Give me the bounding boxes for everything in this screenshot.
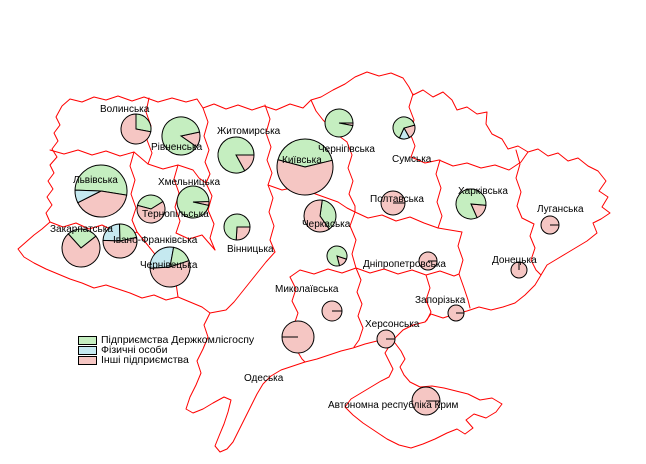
pie-vinnytska[interactable] bbox=[223, 213, 251, 241]
oblast-borders bbox=[17, 71, 611, 453]
region-labels: ВолинськаРівненськаЖитомирськаКиївськаЧе… bbox=[50, 104, 584, 411]
pie-slice-other bbox=[235, 226, 251, 241]
pie-odeska[interactable] bbox=[281, 320, 315, 354]
pie-slice-state bbox=[161, 116, 201, 156]
pie-charts bbox=[61, 108, 560, 416]
pie-donetska[interactable] bbox=[510, 261, 528, 279]
region-label-rivnenska: Рівненська bbox=[151, 142, 203, 153]
pie-slice-state bbox=[326, 245, 348, 267]
pie-khmelnytska[interactable] bbox=[176, 185, 210, 219]
pie-slice-state bbox=[455, 188, 487, 220]
legend-label-other: Інші підприємства bbox=[101, 354, 189, 366]
region-label-zhytomyrska: Житомирська bbox=[217, 126, 281, 137]
pie-volynska[interactable] bbox=[120, 113, 152, 145]
region-label-zakarpatska: Закарпатська bbox=[50, 224, 113, 235]
region-label-kyivska: Київська bbox=[282, 155, 322, 166]
pie-slice-state bbox=[176, 185, 210, 219]
legend-swatch-other bbox=[78, 356, 97, 365]
pie-rivnenska[interactable] bbox=[161, 116, 201, 156]
pie-khersonska[interactable] bbox=[376, 329, 396, 349]
pie-slice-state bbox=[277, 138, 333, 168]
pie-zakarpatska[interactable] bbox=[61, 228, 101, 268]
region-label-ivano-frankivska: Івано-Франківська bbox=[113, 235, 198, 246]
pie-slice-other bbox=[77, 190, 128, 218]
pie-kharkivska[interactable] bbox=[455, 188, 487, 220]
pie-chernivetska[interactable] bbox=[149, 246, 191, 288]
region-label-luhanska: Луганська bbox=[537, 204, 584, 215]
pie-slice-other bbox=[102, 236, 138, 259]
pie-kyivska[interactable] bbox=[276, 138, 334, 196]
region-label-poltavska: Полтавська bbox=[370, 194, 424, 205]
pie-dnipropetrovska[interactable] bbox=[418, 251, 438, 271]
region-label-sumska: Сумська bbox=[392, 154, 432, 165]
legend-item-other: Інші підприємства bbox=[78, 354, 254, 366]
pie-slice-state bbox=[324, 108, 354, 138]
pie-slice-other bbox=[149, 260, 191, 288]
pie-mykolaivska[interactable] bbox=[321, 300, 343, 322]
region-label-mykolaivska: Миколаївська bbox=[275, 284, 339, 295]
pie-slice-persons bbox=[149, 246, 175, 269]
pie-slice-state bbox=[67, 228, 97, 249]
region-label-khmelnytska: Хмельницька bbox=[158, 177, 220, 188]
pie-slice-other bbox=[276, 159, 334, 196]
region-label-khersonska: Херсонська bbox=[365, 319, 420, 330]
pie-zaporizka[interactable] bbox=[447, 304, 465, 322]
pie-sumska[interactable] bbox=[392, 116, 416, 140]
region-label-dnipropetrovska: Дніпропетровська bbox=[363, 259, 446, 270]
pie-krym[interactable] bbox=[411, 386, 441, 416]
pie-zhytomyrska[interactable] bbox=[217, 136, 255, 174]
region-label-krym: Автономна республіка Крим bbox=[328, 399, 459, 411]
legend-swatch-persons bbox=[78, 346, 97, 355]
legend-swatch-state bbox=[78, 336, 97, 345]
region-label-zaporizka: Запорізька bbox=[415, 295, 466, 306]
pie-slice-other bbox=[120, 113, 152, 145]
pie-lvivska[interactable] bbox=[74, 164, 128, 218]
pie-slice-state bbox=[217, 136, 255, 174]
region-label-ternopilska: Тернопільська bbox=[142, 209, 209, 220]
pie-ternopilska[interactable] bbox=[136, 194, 166, 224]
region-label-cherkaska: Черкаська bbox=[302, 219, 351, 230]
pie-slice-state bbox=[135, 113, 152, 133]
legend: Підприємства Держкомлісгоспу Фізичні особ… bbox=[78, 334, 255, 366]
region-label-chernivetska: Чернівецька bbox=[140, 260, 198, 271]
region-label-volynska: Волинська bbox=[100, 104, 150, 115]
legend-label-state: Підприємства Держкомлісгоспу bbox=[101, 334, 255, 346]
pie-slice-other bbox=[303, 199, 330, 233]
region-label-kharkivska: Харківська bbox=[458, 186, 508, 197]
region-label-vinnytska: Вінницька bbox=[227, 244, 274, 255]
legend-item-persons: Фізичні особи bbox=[78, 344, 254, 356]
pie-slice-state bbox=[74, 164, 128, 196]
pie-cherkaska[interactable] bbox=[303, 199, 337, 233]
pie-slice-other bbox=[136, 200, 166, 224]
region-label-chernihivska: Чернігівська bbox=[318, 144, 375, 155]
pie-slice-persons bbox=[74, 189, 102, 204]
pie-ivano-frankivska[interactable] bbox=[102, 223, 138, 259]
region-label-odeska: Одеська bbox=[244, 373, 284, 384]
pie-kirovohradska[interactable] bbox=[326, 245, 348, 267]
legend-item-state: Підприємства Держкомлісгоспу bbox=[78, 334, 255, 346]
pie-chernihivska[interactable] bbox=[324, 108, 354, 138]
pie-poltavska[interactable] bbox=[380, 190, 406, 216]
region-label-donetska: Донецька bbox=[492, 255, 537, 266]
pie-slice-state bbox=[392, 116, 416, 139]
pie-slice-other bbox=[61, 233, 101, 268]
pie-slice-state bbox=[223, 213, 251, 241]
legend-label-persons: Фізичні особи bbox=[101, 344, 168, 356]
pie-luhanska[interactable] bbox=[540, 215, 560, 235]
pie-slice-state bbox=[319, 199, 337, 230]
region-label-lvivska: Львівська bbox=[73, 175, 118, 186]
